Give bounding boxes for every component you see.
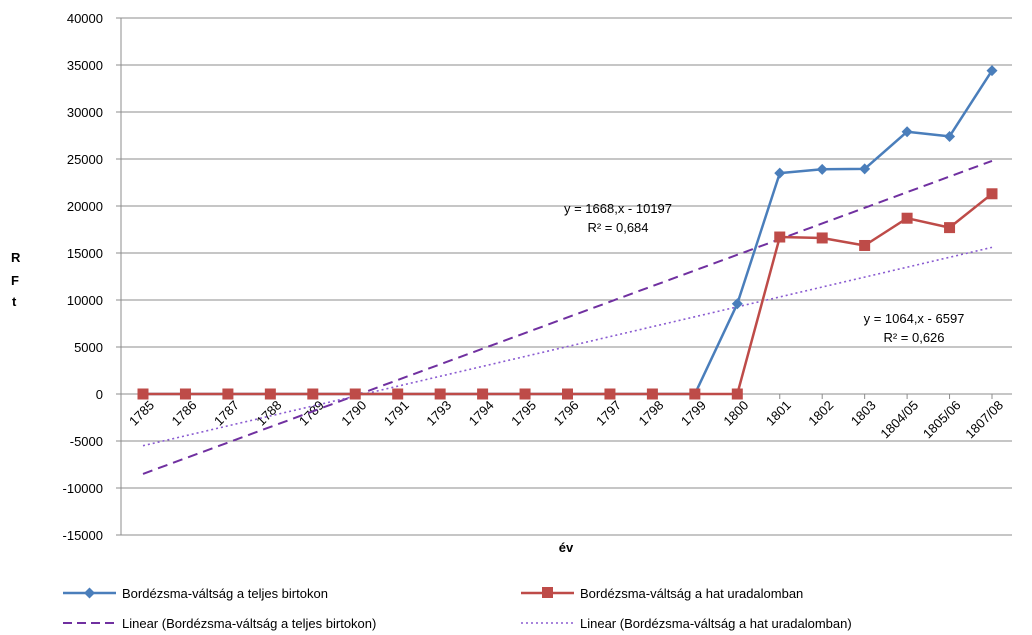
x-tick-label: 1802 (805, 398, 836, 429)
series-2-point (350, 389, 361, 400)
x-tick-label: 1789 (296, 398, 327, 429)
x-tick-label: 1786 (169, 398, 200, 429)
x-tick-label: 1799 (678, 398, 709, 429)
trendline-2-equation: y = 1064,x - 6597 (864, 311, 965, 326)
y-tick-labels: 40000 35000 30000 25000 20000 15000 10000 5000 0… (63, 11, 103, 543)
series-2-point (435, 389, 446, 400)
x-tick-label: 1796 (551, 398, 582, 429)
y-tick-label: 40000 (67, 11, 103, 26)
series-group (138, 65, 998, 399)
series-2-point (477, 389, 488, 400)
x-tick-label: 1790 (338, 398, 369, 429)
series-1-point (774, 168, 785, 179)
trendline-1-r2: R² = 0,684 (587, 220, 648, 235)
y-tick-label: 5000 (74, 340, 103, 355)
x-axis-label: év (559, 540, 574, 555)
legend-item-series-2: Bordézsma-váltság a hat uradalomban (521, 586, 803, 601)
trendline-1-equation: y = 1668,x - 10197 (564, 201, 672, 216)
y-axis-label-letter-f: F (11, 273, 19, 288)
series-2-point (902, 213, 913, 224)
y-tick-label: -15000 (63, 528, 103, 543)
legend-label-series-2: Bordézsma-váltság a hat uradalomban (580, 586, 803, 601)
x-tick-label: 1804/05 (877, 398, 921, 442)
x-tick-label: 1800 (720, 398, 751, 429)
series-2-point (180, 389, 191, 400)
y-tick-label: 10000 (67, 293, 103, 308)
legend-item-trendline-2: Linear (Bordézsma-váltság a hat uradalom… (521, 616, 852, 631)
x-tick-label: 1797 (593, 398, 624, 429)
x-tick-label: 1801 (763, 398, 794, 429)
series-2-point (265, 389, 276, 400)
gridlines (116, 18, 1012, 535)
y-tick-label: 20000 (67, 199, 103, 214)
legend-item-series-1: Bordézsma-váltság a teljes birtokon (63, 586, 328, 601)
axes (121, 18, 1012, 535)
series-2-point (774, 232, 785, 243)
series-2-point (817, 232, 828, 243)
series-2-point (944, 222, 955, 233)
x-tick-label: 1791 (381, 398, 412, 429)
series-2-point (689, 389, 700, 400)
series-2-point (138, 389, 149, 400)
series-2-point (859, 240, 870, 251)
legend-item-trendline-1: Linear (Bordézsma-váltság a teljes birto… (63, 616, 376, 631)
x-tick-label: 1805/06 (920, 398, 964, 442)
x-tick-label: 1795 (508, 398, 539, 429)
x-tick-label: 1785 (126, 398, 157, 429)
y-axis-label-letter-r: R (11, 250, 21, 265)
series-2-point (392, 389, 403, 400)
series-2-point (987, 188, 998, 199)
x-tick-label: 1803 (848, 398, 879, 429)
y-axis-label-letter-t: t (12, 294, 17, 309)
series-1-point (817, 164, 828, 175)
y-tick-label: -5000 (70, 434, 103, 449)
x-tick-label: 1807/08 (962, 398, 1006, 442)
series-2-line (143, 194, 992, 394)
series-2-point (520, 389, 531, 400)
x-tick-labels: 1785 1786 1787 1788 1789 1790 1791 1793 1794 1795… (126, 394, 1006, 441)
x-tick-label: 1798 (635, 398, 666, 429)
series-2-point (307, 389, 318, 400)
series-2-point (647, 389, 658, 400)
legend-label-trendline-1: Linear (Bordézsma-váltság a teljes birto… (122, 616, 376, 631)
series-1-line (143, 71, 992, 394)
y-tick-label: 0 (96, 387, 103, 402)
legend-label-series-1: Bordézsma-váltság a teljes birtokon (122, 586, 328, 601)
y-tick-label: 25000 (67, 152, 103, 167)
legend: Bordézsma-váltság a teljes birtokon Bord… (63, 586, 852, 631)
series-2-point (222, 389, 233, 400)
trendline-2-r2: R² = 0,626 (883, 330, 944, 345)
x-tick-label: 1794 (466, 398, 497, 429)
y-tick-label: 30000 (67, 105, 103, 120)
y-tick-label: -10000 (63, 481, 103, 496)
y-tick-label: 15000 (67, 246, 103, 261)
legend-label-trendline-2: Linear (Bordézsma-váltság a hat uradalom… (580, 616, 852, 631)
series-2-point (604, 389, 615, 400)
y-tick-label: 35000 (67, 58, 103, 73)
y-axis-label: R F t (11, 250, 21, 309)
series-2-point (732, 389, 743, 400)
x-tick-label: 1793 (423, 398, 454, 429)
series-2-point (562, 389, 573, 400)
